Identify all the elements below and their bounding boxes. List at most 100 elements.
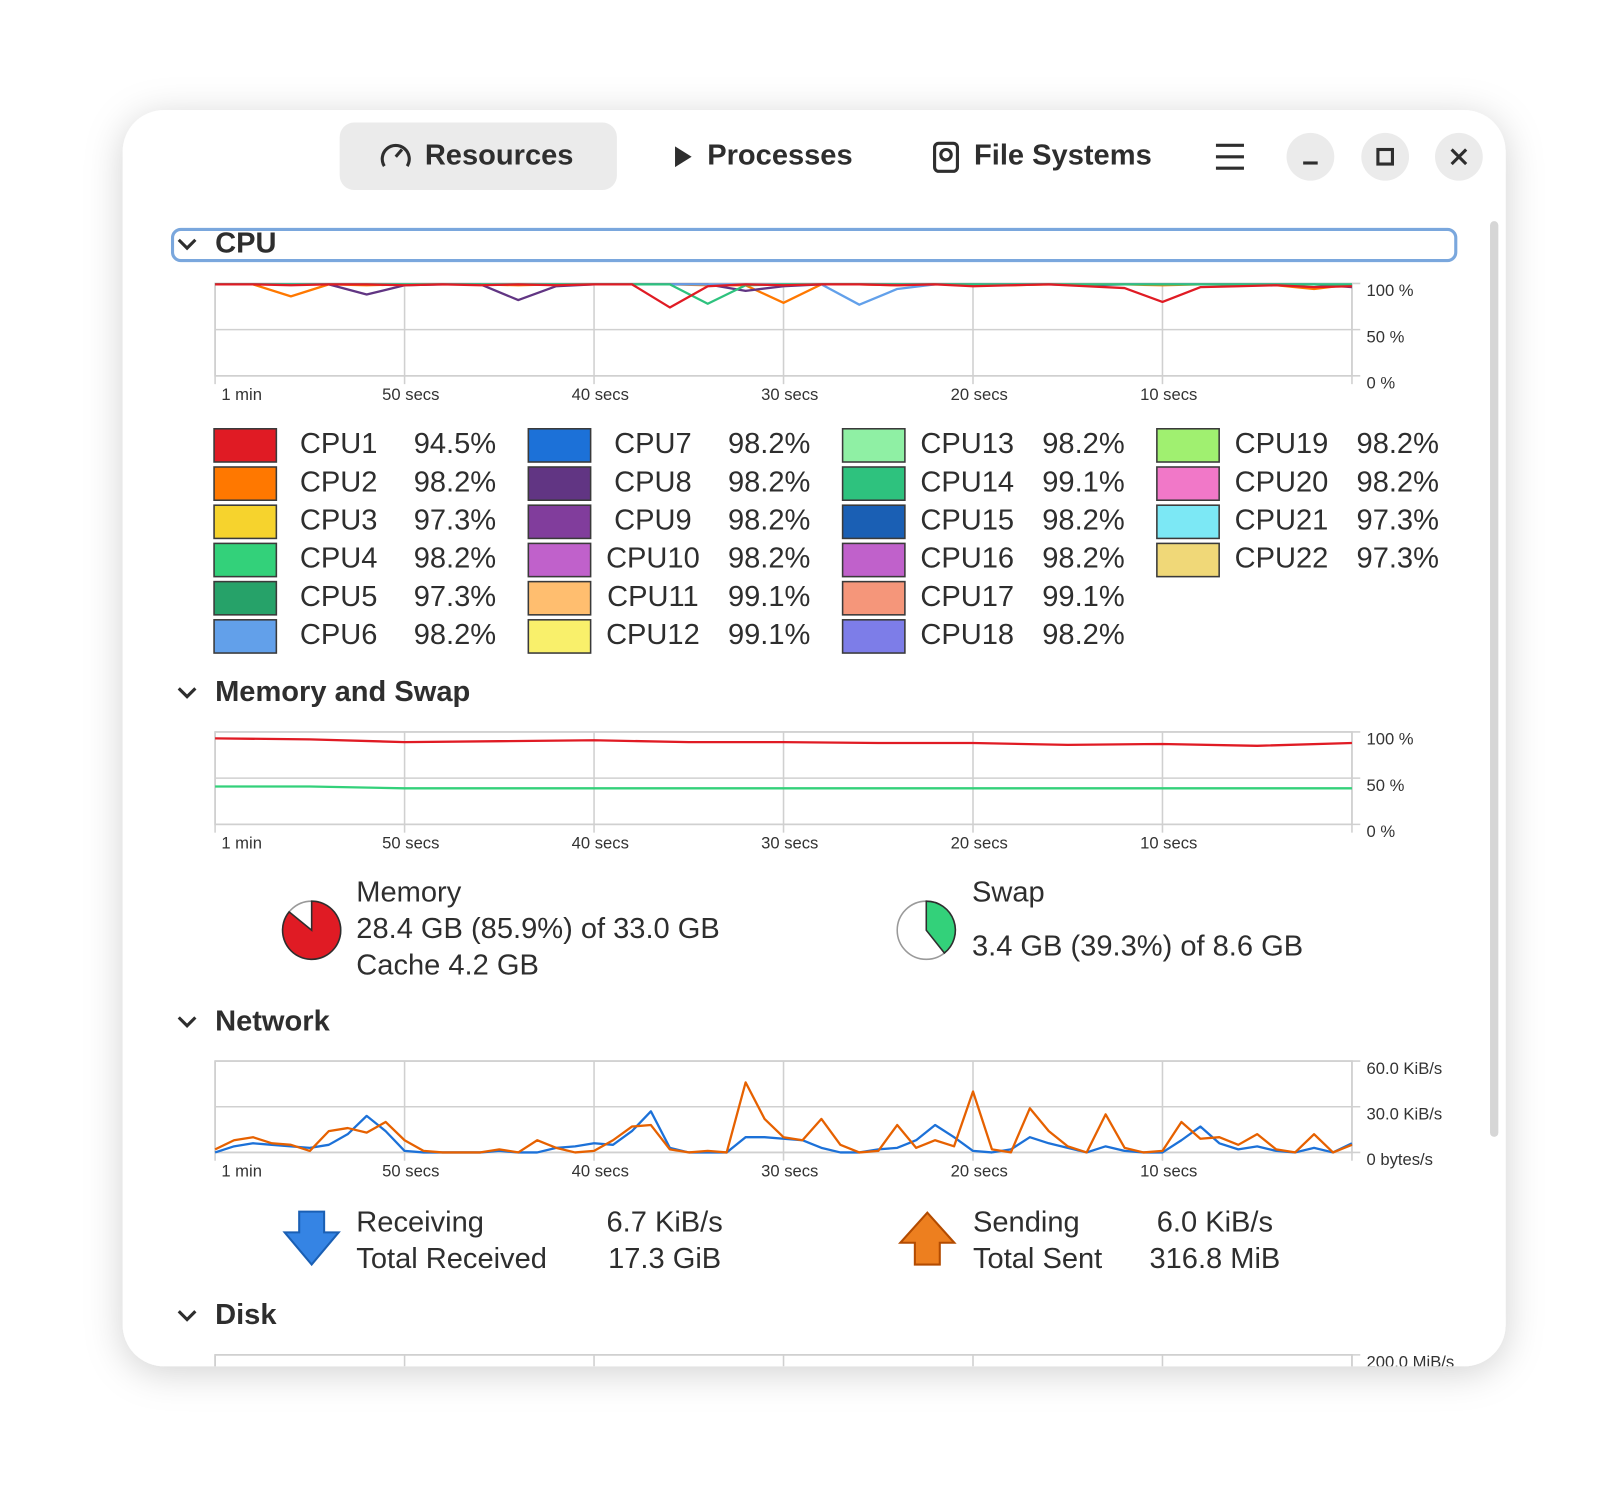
x-tick-label: 30 secs <box>761 385 818 404</box>
tab[interactable]: Resources <box>425 139 574 171</box>
minimize-button[interactable] <box>1286 132 1335 181</box>
legend-swatch[interactable] <box>213 580 278 616</box>
legend-name: CPU15 <box>920 504 1014 536</box>
legend-value: 98.2% <box>414 543 496 575</box>
legend-swatch[interactable] <box>213 504 278 540</box>
tab[interactable]: Processes <box>707 139 852 171</box>
chevron[interactable] <box>177 1310 197 1322</box>
legend-swatch[interactable] <box>213 466 278 501</box>
swap-usage: 3.4 GB (39.3%) of 8.6 GB <box>972 931 1303 963</box>
legend-name: CPU13 <box>920 428 1014 460</box>
legend-name: CPU5 <box>300 581 378 613</box>
memory-cache: Cache 4.2 GB <box>356 949 539 981</box>
legend-value: 98.2% <box>1042 504 1124 536</box>
legend-value: 99.1% <box>728 581 810 613</box>
x-tick-label: 10 secs <box>1140 1162 1197 1181</box>
legend-swatch[interactable] <box>841 542 906 578</box>
legend-swatch[interactable] <box>527 466 592 501</box>
focus-ring <box>170 227 1458 263</box>
legend-swatch[interactable] <box>527 428 592 463</box>
x-tick-label: 50 secs <box>382 833 439 852</box>
legend-name: CPU1 <box>300 428 378 460</box>
legend-swatch[interactable] <box>527 504 592 540</box>
y-tick-label: 30.0 KiB/s <box>1366 1104 1442 1123</box>
y-tick-label: 60.0 KiB/s <box>1366 1059 1442 1078</box>
series-line <box>214 1110 1353 1154</box>
legend-name: CPU14 <box>920 466 1014 498</box>
x-tick-label: 1 min <box>221 1456 262 1475</box>
legend-value: 98.2% <box>1357 466 1439 498</box>
legend-swatch[interactable] <box>841 504 906 540</box>
series-line <box>215 785 1352 790</box>
x-tick-label: 1 min <box>221 385 262 404</box>
legend-value: 99.1% <box>1042 466 1124 498</box>
legend-name: CPU8 <box>614 466 692 498</box>
y-tick-label: 100 % <box>1366 281 1413 300</box>
legend-value: 98.2% <box>728 466 810 498</box>
x-tick-label: 50 secs <box>382 1456 439 1475</box>
legend-value: 98.2% <box>1042 428 1124 460</box>
legend-name: CPU3 <box>300 504 378 536</box>
receiving-rate: 6.7 KiB/s <box>606 1207 722 1239</box>
legend-name: CPU2 <box>300 466 378 498</box>
legend-name: CPU16 <box>920 543 1014 575</box>
legend-name: CPU20 <box>1235 466 1329 498</box>
x-tick-label: 10 secs <box>1140 385 1197 404</box>
legend-swatch[interactable] <box>213 542 278 578</box>
chevron[interactable] <box>177 687 197 699</box>
chevron[interactable] <box>177 1016 197 1028</box>
legend-value: 98.2% <box>1042 543 1124 575</box>
send-icon <box>898 1211 957 1266</box>
series-line <box>215 283 1352 309</box>
x-tick-label: 40 secs <box>572 833 629 852</box>
x-tick-label: 20 secs <box>951 1162 1008 1181</box>
legend-value: 99.1% <box>728 619 810 651</box>
total-received-label: Total Received <box>356 1243 547 1275</box>
legend-value: 98.2% <box>728 543 810 575</box>
legend-swatch[interactable] <box>841 619 906 654</box>
section-title: Memory and Swap <box>215 676 470 708</box>
legend-value: 98.2% <box>728 504 810 536</box>
legend-swatch[interactable] <box>841 580 906 616</box>
tab[interactable]: File Systems <box>974 139 1152 171</box>
y-tick-label: 50 % <box>1366 776 1404 795</box>
memory-label: Memory <box>356 877 461 909</box>
legend-swatch[interactable] <box>213 428 278 463</box>
legend-name: CPU4 <box>300 543 378 575</box>
sending-label: Sending <box>973 1207 1080 1239</box>
legend-value: 97.3% <box>1357 543 1439 575</box>
legend-swatch[interactable] <box>527 542 592 578</box>
legend-swatch[interactable] <box>527 619 592 654</box>
legend-name: CPU21 <box>1235 504 1329 536</box>
legend-swatch[interactable] <box>213 619 278 654</box>
plot-area <box>214 1354 1353 1367</box>
chevron[interactable] <box>177 238 197 251</box>
legend-swatch[interactable] <box>527 580 592 616</box>
legend-value: 98.2% <box>1042 619 1124 651</box>
legend-swatch[interactable] <box>841 466 906 501</box>
x-tick-label: 40 secs <box>572 385 629 404</box>
tab-active-bg[interactable] <box>339 122 617 190</box>
legend-swatch[interactable] <box>1156 466 1220 501</box>
series-line <box>214 1081 1353 1154</box>
x-tick-label: 30 secs <box>761 833 818 852</box>
legend-name: CPU9 <box>614 504 692 536</box>
legend-swatch[interactable] <box>1156 428 1220 463</box>
resources-icon <box>380 143 411 167</box>
maximize-button[interactable] <box>1361 132 1410 181</box>
x-tick-label: 50 secs <box>382 385 439 404</box>
legend-value: 99.1% <box>1042 581 1124 613</box>
y-tick-label: 200.0 MiB/s <box>1366 1353 1454 1372</box>
menu-button[interactable] <box>1215 143 1244 170</box>
legend-value: 98.2% <box>1357 428 1439 460</box>
y-tick-label: 50 % <box>1366 327 1404 346</box>
legend-swatch[interactable] <box>1156 542 1220 578</box>
x-tick-label: 30 secs <box>761 1162 818 1181</box>
legend-value: 98.2% <box>414 619 496 651</box>
legend-value: 97.3% <box>1357 504 1439 536</box>
memory-usage: 28.4 GB (85.9%) of 33.0 GB <box>356 913 719 945</box>
legend-swatch[interactable] <box>1156 504 1220 540</box>
legend-swatch[interactable] <box>841 428 906 463</box>
scrollbar[interactable] <box>1490 221 1499 1137</box>
